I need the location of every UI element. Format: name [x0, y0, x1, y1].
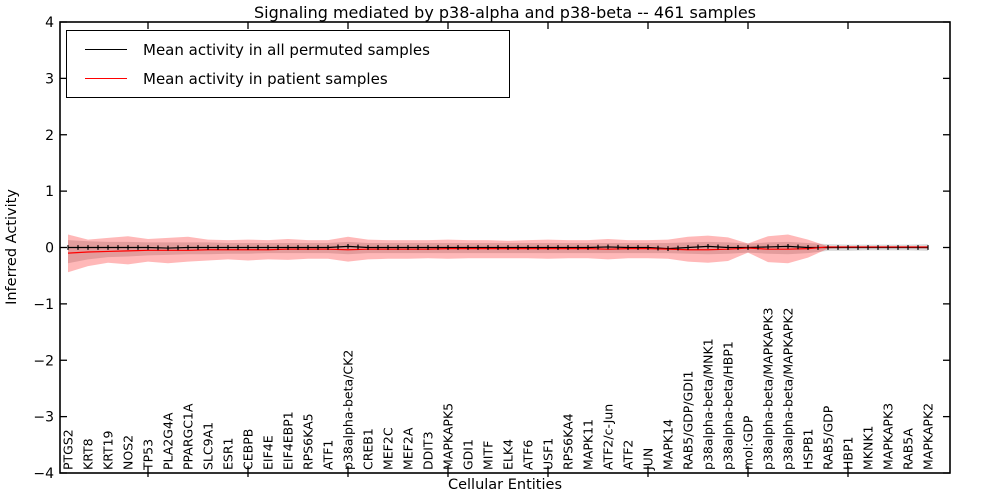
- legend: Mean activity in all permuted samples Me…: [66, 30, 510, 98]
- x-category-label: CEBPB: [241, 429, 256, 470]
- y-tick-label: −3: [33, 410, 54, 426]
- legend-line-permuted: [85, 49, 127, 50]
- x-category-label: RAB5/GDP: [821, 405, 836, 470]
- x-category-label: PTGS2: [61, 429, 76, 470]
- x-category-label: MAPKAPK5: [441, 403, 456, 470]
- x-category-label: RPS6KA5: [301, 413, 316, 470]
- y-tick-label: −2: [33, 353, 54, 369]
- x-category-label: ATF2/c-Jun: [601, 404, 616, 470]
- y-tick-label: −1: [33, 297, 54, 313]
- legend-label-patient: Mean activity in patient samples: [143, 69, 388, 88]
- x-category-label: RPS6KA4: [561, 413, 576, 470]
- x-category-label: HBP1: [841, 437, 856, 470]
- x-category-label: EIF4E: [261, 435, 276, 470]
- x-category-label: p38alpha-beta/HBP1: [721, 341, 736, 470]
- x-category-label: MEF2C: [381, 427, 396, 470]
- x-category-label: PPARGC1A: [181, 403, 196, 470]
- x-category-label: HSPB1: [801, 429, 816, 470]
- x-category-label: JUN: [641, 448, 656, 471]
- legend-item-permuted: Mean activity in all permuted samples: [67, 37, 509, 63]
- legend-label-permuted: Mean activity in all permuted samples: [143, 40, 430, 59]
- x-category-label: DDIT3: [421, 431, 436, 470]
- x-category-label: ESR1: [221, 438, 236, 470]
- patient-std-band: [68, 234, 928, 273]
- x-category-label: USF1: [541, 438, 556, 470]
- y-tick-label: 4: [45, 15, 54, 31]
- chart-title: Signaling mediated by p38-alpha and p38-…: [253, 3, 756, 22]
- legend-item-patient: Mean activity in patient samples: [67, 66, 509, 92]
- x-category-label: GDI1: [461, 439, 476, 470]
- permuted-std-band: [68, 240, 928, 264]
- x-category-label: EIF4EBP1: [281, 411, 296, 470]
- y-tick-label: 1: [45, 184, 54, 200]
- x-category-label: MITF: [481, 441, 496, 470]
- x-category-label: NOS2: [121, 435, 136, 470]
- x-category-label: MEF2A: [401, 427, 416, 470]
- x-category-label: RAB5/GDP/GDI1: [681, 371, 696, 470]
- legend-line-patient: [85, 78, 127, 79]
- x-category-label: MKNK1: [861, 426, 876, 470]
- x-category-label: KRT8: [81, 438, 96, 470]
- y-tick-label: 2: [45, 128, 54, 144]
- x-category-label: p38alpha-beta/MNK1: [701, 338, 716, 470]
- x-category-label: ATF2: [621, 440, 636, 470]
- x-category-label: TP53: [141, 439, 156, 471]
- x-category-label: MAPKAPK2: [921, 403, 936, 470]
- x-category-label: p38alpha-beta/CK2: [341, 350, 356, 470]
- x-category-label: ATF1: [321, 440, 336, 470]
- x-category-label: MAPK11: [581, 419, 596, 470]
- y-tick-label: 3: [45, 71, 54, 87]
- x-axis-label: Cellular Entities: [447, 477, 563, 493]
- x-category-label: RAB5A: [901, 428, 916, 470]
- y-tick-label: 0: [45, 241, 54, 257]
- x-category-label: p38alpha-beta/MAPKAPK3: [761, 308, 776, 471]
- x-category-label: SLC9A1: [201, 422, 216, 470]
- x-category-label: ELK4: [501, 439, 516, 470]
- x-category-label: p38alpha-beta/MAPKAPK2: [781, 308, 796, 471]
- x-category-label: mol:GDP: [741, 415, 756, 470]
- x-category-label: ATF6: [521, 440, 536, 470]
- x-category-label: KRT19: [101, 430, 116, 470]
- y-tick-label: −4: [33, 466, 54, 482]
- x-category-label: MAPKAPK3: [881, 403, 896, 470]
- x-category-label: PLA2G4A: [161, 412, 176, 470]
- x-category-label: MAPK14: [661, 419, 676, 470]
- x-category-label: CREB1: [361, 428, 376, 470]
